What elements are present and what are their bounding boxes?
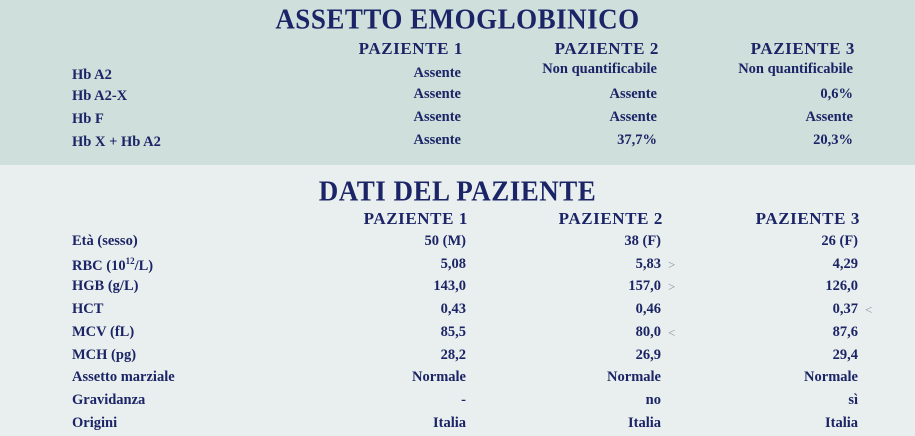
cell-value: sì xyxy=(848,391,858,408)
row-label-suffix: /L) xyxy=(134,257,154,274)
cell-value: Non quantificabile xyxy=(542,61,657,77)
cell-value: Non quantificabile xyxy=(738,61,853,77)
row-label: Gravidanza xyxy=(72,392,145,409)
cell-value: Normale xyxy=(607,369,661,386)
cell-value: 4,29 xyxy=(832,255,858,272)
cell-value: 143,0 xyxy=(433,278,466,295)
cell-value: Normale xyxy=(804,369,858,386)
row-label: Hb A2-X xyxy=(72,88,128,104)
row-label-text: HCT xyxy=(72,301,104,318)
cell-value: 28,2 xyxy=(440,346,466,363)
row-label-text: MCV (fL) xyxy=(72,323,135,340)
hemoglobin-section: ASSETTO EMOGLOBINICO PAZIENTE 1 PAZIENTE … xyxy=(0,0,915,165)
exponent: 12 xyxy=(125,255,135,266)
row-label: RBC (1012/L) xyxy=(72,256,153,275)
column-header: PAZIENTE 2 xyxy=(554,39,659,58)
cell-value: 37,7% xyxy=(617,132,657,148)
row-label-text: Età (sesso) xyxy=(72,233,138,249)
cell-value: 0,46 xyxy=(635,301,661,318)
row-label-text: Gravidanza xyxy=(72,391,146,408)
cell-value: Assente xyxy=(413,86,461,102)
row-label: Hb X + Hb A2 xyxy=(72,134,161,150)
row-label-text: Assetto marziale xyxy=(72,369,175,386)
patient-section: DATI DEL PAZIENTE PAZIENTE 1 PAZIENTE 2 PA… xyxy=(0,165,915,436)
column-header: PAZIENTE 1 xyxy=(363,209,468,228)
out-of-range-indicator: > xyxy=(668,256,676,272)
column-header: PAZIENTE 3 xyxy=(755,209,860,228)
out-of-range-indicator: < xyxy=(668,324,676,340)
cell-value: 5,83 xyxy=(635,255,661,272)
row-label-text: MCH (pg) xyxy=(72,346,137,363)
cell-value: 26 (F) xyxy=(821,233,858,249)
row-label: HCT xyxy=(72,301,103,318)
cell-value: 0,6% xyxy=(820,86,853,102)
column-header: PAZIENTE 3 xyxy=(750,39,855,58)
cell-value: Italia xyxy=(824,414,858,431)
cell-value: Assente xyxy=(609,86,657,102)
cell-value: Assente xyxy=(413,109,461,125)
cell-value: 50 (M) xyxy=(424,233,466,249)
row-label: Assetto marziale xyxy=(72,369,175,386)
cell-value: 29,4 xyxy=(832,346,858,363)
cell-value: 157,0 xyxy=(628,278,661,295)
column-header: PAZIENTE 2 xyxy=(558,209,663,228)
row-label: HGB (g/L) xyxy=(72,278,138,295)
row-label: MCV (fL) xyxy=(72,324,134,341)
cell-value: Assente xyxy=(413,132,461,148)
row-label-text: RBC (10 xyxy=(72,257,126,274)
row-label: MCH (pg) xyxy=(72,347,136,364)
out-of-range-indicator: > xyxy=(668,279,676,295)
cell-value: 26,9 xyxy=(635,346,661,363)
cell-value: 0,43 xyxy=(440,301,466,318)
row-label: Età (sesso) xyxy=(72,233,138,250)
cell-value: no xyxy=(645,391,661,408)
cell-value: Assente xyxy=(609,109,657,125)
patient-title: DATI DEL PAZIENTE xyxy=(318,175,597,207)
hemoglobin-title: ASSETTO EMOGLOBINICO xyxy=(275,3,640,35)
cell-value: Normale xyxy=(412,369,466,386)
row-label-text: HGB (g/L) xyxy=(72,278,139,295)
cell-value: 38 (F) xyxy=(624,233,661,249)
cell-value: Assente xyxy=(805,109,853,125)
cell-value: 126,0 xyxy=(825,278,858,295)
cell-value: 5,08 xyxy=(440,255,466,272)
cell-value: 85,5 xyxy=(440,323,466,340)
cell-value: 87,6 xyxy=(832,323,858,340)
cell-value: 0,37 xyxy=(832,301,858,318)
cell-value: Assente xyxy=(413,65,461,81)
out-of-range-indicator: < xyxy=(865,302,873,318)
cell-value: - xyxy=(461,391,466,408)
cell-value: Italia xyxy=(432,414,466,431)
row-label: Origini xyxy=(72,415,117,432)
row-label: Hb A2 xyxy=(72,67,112,83)
cell-value: Italia xyxy=(627,414,661,431)
row-label: Hb F xyxy=(72,111,104,127)
row-label-text: Origini xyxy=(72,414,118,431)
cell-value: 20,3% xyxy=(813,132,853,148)
cell-value: 80,0 xyxy=(635,323,661,340)
column-header: PAZIENTE 1 xyxy=(358,39,463,58)
